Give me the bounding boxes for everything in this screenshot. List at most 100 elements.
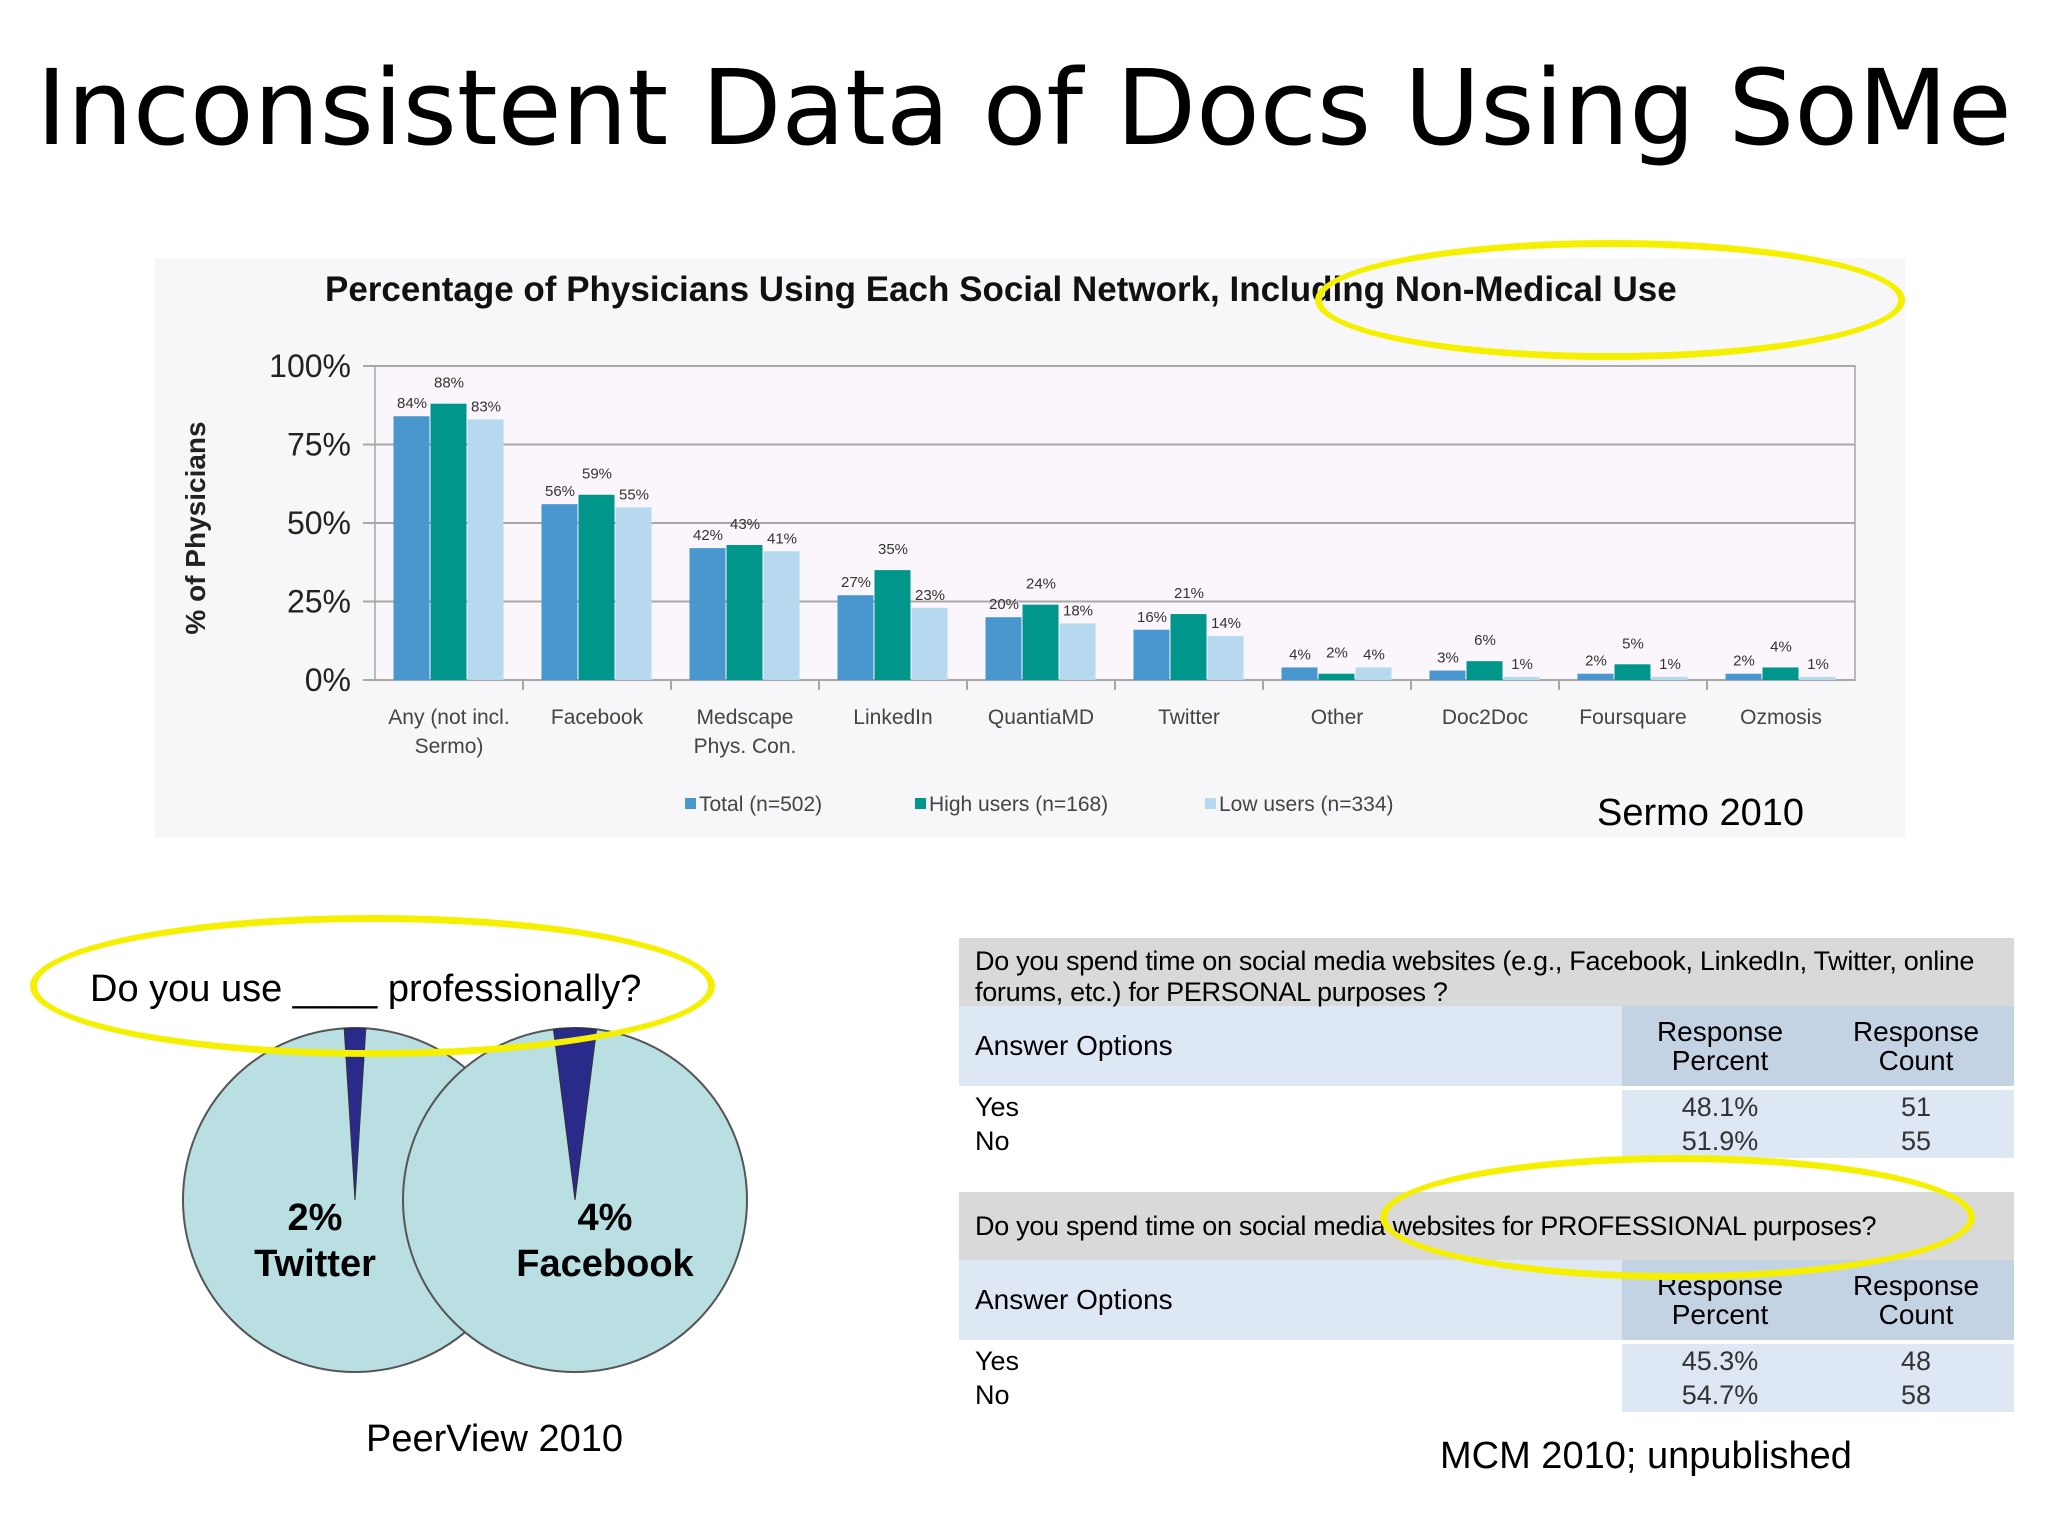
bar	[1762, 667, 1799, 680]
bar	[837, 595, 874, 680]
bar-data-label: 43%	[730, 516, 760, 533]
bar	[1207, 636, 1244, 680]
table-row: No 51.9% 55	[959, 1124, 2014, 1158]
bar-data-label: 84%	[397, 395, 427, 412]
bar	[1059, 623, 1096, 680]
pie-source: PeerView 2010	[366, 1418, 624, 1460]
bar	[1281, 667, 1318, 680]
bar	[689, 548, 726, 680]
x-tick-label: Medscape	[697, 706, 794, 729]
pie-percent-label: 2%	[288, 1197, 343, 1239]
bar	[467, 419, 504, 680]
bar-data-label: 18%	[1063, 602, 1093, 619]
bar	[393, 416, 430, 680]
bar-data-label: 88%	[434, 375, 464, 392]
y-tick-label: 50%	[287, 505, 351, 541]
pie-percent-label: 4%	[578, 1197, 633, 1239]
bar-data-label: 2%	[1733, 653, 1755, 670]
row-percent: 51.9%	[1622, 1124, 1818, 1158]
bar-chart-source: Sermo 2010	[1597, 792, 1804, 834]
bar	[1318, 673, 1355, 680]
bar-data-label: 23%	[915, 587, 945, 604]
bar-data-label: 2%	[1326, 645, 1348, 662]
bar	[1799, 676, 1836, 680]
y-tick-label: 100%	[269, 348, 351, 384]
personal-table: Do you spend time on social media websit…	[959, 938, 2014, 1162]
row-option: No	[959, 1378, 1622, 1412]
bar	[541, 504, 578, 680]
bar-data-label: 55%	[619, 486, 649, 503]
bar-data-label: 42%	[693, 527, 723, 544]
bar-data-label: 14%	[1211, 615, 1241, 632]
pie-charts: 2%Twitter 4%Facebook	[182, 1027, 748, 1373]
bar	[1170, 614, 1207, 680]
bar-data-label: 3%	[1437, 650, 1459, 667]
x-tick-label: Any (not incl.	[388, 706, 509, 729]
legend-label: Low users (n=334)	[1219, 793, 1394, 816]
x-tick-label: QuantiaMD	[988, 706, 1094, 729]
highlight-ellipse-pie-question	[30, 915, 715, 1057]
header-answer-options: Answer Options	[975, 1030, 1173, 1061]
pie-category-label: Facebook	[516, 1243, 694, 1285]
highlight-ellipse-chart-title	[1315, 240, 1905, 360]
bar	[1503, 676, 1540, 680]
x-tick-label: Facebook	[551, 706, 644, 729]
bar	[1022, 604, 1059, 680]
bar-data-label: 6%	[1474, 632, 1496, 649]
y-tick-label: 25%	[287, 584, 351, 620]
bar	[911, 607, 948, 680]
bar	[1429, 670, 1466, 680]
table-row: Yes 48.1% 51	[959, 1090, 2014, 1124]
bar-data-label: 83%	[471, 398, 501, 415]
bar-data-label: 1%	[1659, 656, 1681, 673]
bar-data-label: 16%	[1137, 609, 1167, 626]
bar	[763, 551, 800, 680]
table-row: Yes 45.3% 48	[959, 1344, 2014, 1378]
bar	[1355, 667, 1392, 680]
x-tick-label: Twitter	[1158, 706, 1220, 729]
header-answer-options: Answer Options	[975, 1284, 1173, 1315]
bar-data-label: 41%	[767, 530, 797, 547]
x-tick-label: Other	[1311, 706, 1364, 729]
bar-chart-ylabel: % of Physicians	[180, 421, 211, 634]
y-tick-label: 0%	[305, 662, 351, 698]
x-tick-label: Sermo)	[415, 735, 484, 758]
bar	[1577, 673, 1614, 680]
bar-data-label: 4%	[1363, 646, 1385, 663]
pie-category-label: Twitter	[254, 1243, 376, 1285]
bar-data-label: 56%	[545, 483, 575, 500]
bar-data-label: 24%	[1026, 576, 1056, 593]
professional-header-row: Answer Options Response Percent Response…	[959, 1260, 2014, 1340]
personal-header-row: Answer Options Response Percent Response…	[959, 1006, 2014, 1086]
legend-label: Total (n=502)	[699, 793, 822, 816]
bar-data-label: 59%	[582, 466, 612, 483]
bar-data-label: 20%	[989, 596, 1019, 613]
personal-question: Do you spend time on social media websit…	[959, 938, 2014, 1007]
x-tick-label: Phys. Con.	[694, 735, 797, 758]
row-count: 55	[1818, 1124, 2014, 1158]
bar-data-label: 35%	[878, 541, 908, 558]
row-percent: 45.3%	[1622, 1344, 1818, 1378]
x-tick-label: Ozmosis	[1740, 706, 1822, 729]
bar-data-label: 4%	[1770, 638, 1792, 655]
slide-title: Inconsistent Data of Docs Using SoMe	[36, 47, 2012, 169]
bar	[430, 403, 467, 680]
row-option: Yes	[959, 1344, 1622, 1378]
row-option: Yes	[959, 1090, 1622, 1124]
header-response-count: Response Count	[1818, 1006, 2014, 1086]
bar	[726, 544, 763, 680]
bar	[1614, 664, 1651, 680]
row-percent: 54.7%	[1622, 1378, 1818, 1412]
table-source: MCM 2010; unpublished	[1440, 1435, 1852, 1477]
row-count: 58	[1818, 1378, 2014, 1412]
header-response-count: Response Count	[1818, 1260, 2014, 1340]
bar-data-label: 5%	[1622, 635, 1644, 652]
row-percent: 48.1%	[1622, 1090, 1818, 1124]
bar	[1651, 676, 1688, 680]
legend-label: High users (n=168)	[929, 793, 1108, 816]
bar	[1466, 661, 1503, 680]
x-tick-label: Doc2Doc	[1442, 706, 1528, 729]
x-tick-label: LinkedIn	[853, 706, 932, 729]
x-tick-label: Foursquare	[1579, 706, 1686, 729]
legend-swatch	[915, 798, 926, 809]
